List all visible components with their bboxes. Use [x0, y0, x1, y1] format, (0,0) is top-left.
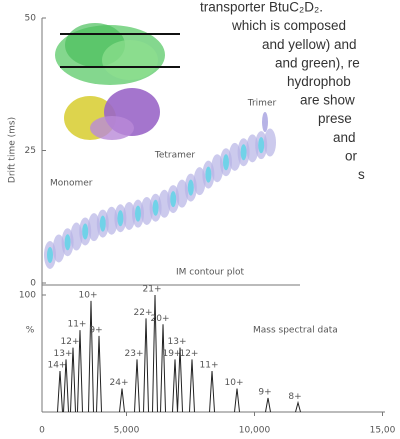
- y-tick-label: 100: [19, 291, 36, 301]
- contour-core: [135, 205, 141, 222]
- peak-label: 11+: [200, 361, 219, 371]
- peak-label: 23+: [125, 349, 144, 359]
- contour-blob: [246, 134, 259, 163]
- x-tick-label: 10,000: [239, 426, 271, 436]
- peak-label: 22+: [134, 308, 153, 318]
- body-text-line: hydrophob: [287, 74, 351, 89]
- contour-core: [82, 223, 89, 240]
- contour-blob: [264, 128, 276, 157]
- x-tick-label: 5,000: [114, 426, 140, 436]
- peak: [76, 330, 83, 413]
- body-text-line: transporter BtuC₂D₂.: [200, 0, 323, 15]
- peak: [143, 318, 150, 413]
- peak-label: 10+: [225, 378, 244, 388]
- peak: [96, 335, 103, 413]
- peak: [152, 294, 159, 413]
- tetramer-label: Tetramer: [154, 151, 196, 161]
- peak: [295, 400, 301, 413]
- peak: [88, 300, 95, 413]
- y-tick-label: 50: [25, 14, 37, 24]
- contour-core: [47, 247, 53, 263]
- peak-label: 10+: [79, 290, 98, 300]
- peak-label: 9+: [89, 325, 102, 335]
- contour-core: [117, 210, 124, 227]
- peak: [188, 359, 195, 413]
- contour-core: [205, 166, 212, 183]
- contour-plot: [44, 112, 276, 269]
- y-axis-label: Drift time (ms): [8, 117, 18, 183]
- peak: [234, 388, 241, 413]
- peak-label: 12+: [61, 337, 80, 347]
- peak-label: 13+: [168, 337, 187, 347]
- peak-label: 9+: [258, 387, 271, 397]
- peak-label: 13+: [54, 349, 73, 359]
- peak-label: 8+: [288, 392, 301, 402]
- body-text-line: prese: [318, 111, 352, 126]
- contour-core: [240, 144, 247, 161]
- trimer-label: Trimer: [247, 99, 277, 109]
- contour-blob: [140, 196, 153, 225]
- body-text-line: which is composed: [231, 18, 346, 33]
- peak: [265, 397, 272, 413]
- peak: [56, 371, 63, 413]
- peak: [177, 347, 184, 413]
- body-text-line: are show: [300, 93, 355, 108]
- peak: [63, 359, 70, 413]
- peak: [209, 371, 216, 413]
- contour-core: [223, 154, 229, 171]
- body-text-line: s: [358, 167, 365, 182]
- peak-label: 12+: [179, 349, 198, 359]
- contour-core: [64, 234, 71, 251]
- peak-label: 21+: [143, 285, 162, 295]
- contour-core: [152, 199, 159, 216]
- protein-structure: [55, 23, 180, 140]
- contour-core: [170, 191, 177, 208]
- peak: [160, 324, 167, 413]
- contour-blob: [262, 112, 268, 132]
- peak-label: 14+: [47, 361, 66, 371]
- panel-caption: Mass spectral data: [253, 326, 338, 336]
- monomer-label: Monomer: [50, 179, 93, 189]
- contour-core: [99, 215, 106, 232]
- body-text-line: and green), re: [275, 55, 360, 70]
- body-text-line: or: [345, 148, 358, 163]
- x-tick-label: 15,00: [370, 426, 396, 436]
- y-tick-label: 0: [30, 279, 36, 289]
- panel-caption: IM contour plot: [176, 268, 244, 278]
- peak-label: 19+: [162, 349, 181, 359]
- contour-core: [187, 179, 194, 196]
- body-text-line: and yellow) and: [262, 37, 357, 52]
- y-tick-label: 25: [25, 146, 36, 156]
- peak: [172, 359, 178, 413]
- peak: [134, 359, 141, 413]
- contour-core: [258, 137, 265, 154]
- contour-blob: [123, 201, 136, 230]
- peak-label: 11+: [67, 320, 86, 330]
- y-axis-label: %: [26, 326, 35, 336]
- body-text-line: and: [333, 130, 356, 145]
- x-origin-label: 0: [39, 426, 45, 436]
- peak-label: 20+: [151, 314, 170, 324]
- peak: [119, 388, 126, 413]
- peak-label: 24+: [110, 378, 129, 388]
- contour-blob: [105, 206, 118, 235]
- peak: [70, 347, 77, 413]
